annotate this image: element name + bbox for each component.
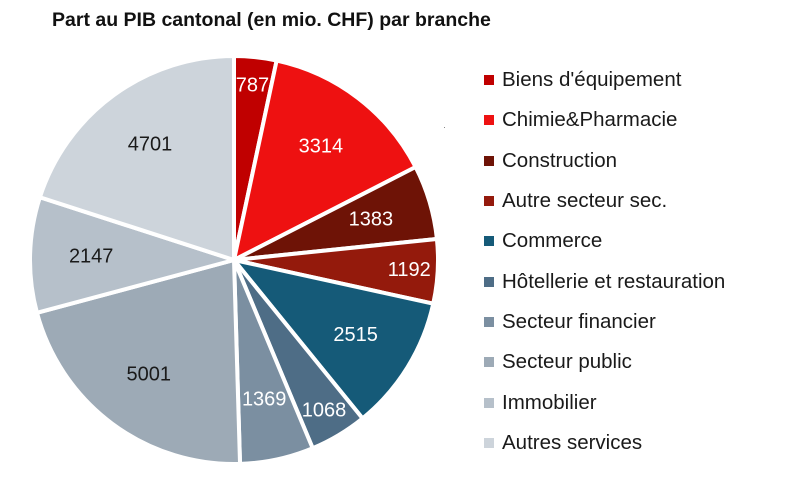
- legend: Biens d'équipement Chimie&Pharmacie Constr…: [484, 60, 725, 463]
- legend-swatch: [484, 155, 494, 166]
- legend-label: Autres services: [502, 430, 643, 454]
- legend-swatch: [484, 75, 494, 86]
- legend-item-commerce: Commerce: [484, 221, 725, 261]
- legend-item-hotellerie-et-restauration: Hôtellerie et restauration: [484, 261, 725, 301]
- data-label-chimie-pharmacie: 3314: [299, 136, 344, 158]
- legend-swatch: [484, 115, 494, 126]
- legend-label: Chimie&Pharmacie: [502, 108, 678, 132]
- data-label-commerce: 2515: [333, 324, 378, 346]
- legend-item-secteur-public: Secteur public: [484, 342, 725, 382]
- pie-data-labels: 787 3314 1383 1192 2515 1068 1369 5001 2147 4701: [69, 75, 431, 422]
- legend-label: Secteur financier: [502, 309, 656, 333]
- data-label-autre-secteur-sec: 1192: [388, 259, 431, 281]
- legend-swatch: [484, 196, 494, 207]
- data-label-biens-d-equipement: 787: [236, 75, 269, 97]
- data-label-autres-services: 4701: [128, 134, 173, 156]
- pie-slices: [28, 53, 440, 466]
- legend-label: Hôtellerie et restauration: [502, 269, 726, 293]
- legend-swatch: [484, 276, 494, 287]
- pie-slice-secteur-public: [34, 257, 243, 466]
- legend-item-biens-d-equipement: Biens d'équipement: [484, 60, 725, 100]
- data-label-secteur-public: 5001: [127, 364, 172, 386]
- legend-label: Autre secteur sec.: [502, 189, 668, 213]
- legend-label: Secteur public: [502, 350, 632, 374]
- chart-title: Part au PIB cantonal (en mio. CHF) par b…: [52, 9, 491, 31]
- legend-label: Biens d'équipement: [502, 68, 682, 92]
- legend-swatch: [484, 437, 494, 448]
- legend-label: Commerce: [502, 229, 603, 253]
- pie-slice-commerce: [228, 256, 436, 422]
- legend-label: Construction: [502, 148, 618, 172]
- legend-swatch: [484, 316, 494, 327]
- legend-item-autres-services: Autres services: [484, 423, 725, 463]
- pie-slice-immobilier: [28, 194, 242, 316]
- data-label-hotellerie-et-restauration: 1068: [302, 400, 347, 422]
- legend-label: Immobilier: [502, 390, 597, 414]
- data-label-construction: 1383: [349, 208, 394, 230]
- legend-swatch: [484, 397, 494, 408]
- data-label-secteur-financier: 1369: [242, 389, 287, 411]
- legend-item-immobilier: Immobilier: [484, 382, 725, 422]
- pie-slice-chimie-pharmacie: [231, 58, 419, 264]
- pie-slice-autres-services: [37, 53, 236, 263]
- legend-swatch: [484, 236, 494, 247]
- legend-item-secteur-financier: Secteur financier: [484, 302, 725, 342]
- legend-item-construction: Construction: [484, 141, 725, 181]
- legend-swatch: [484, 357, 494, 368]
- legend-item-chimie-pharmacie: Chimie&Pharmacie: [484, 100, 725, 140]
- stray-dot: [444, 127, 445, 128]
- data-label-immobilier: 2147: [69, 245, 114, 267]
- legend-item-autre-secteur-sec: Autre secteur sec.: [484, 181, 725, 221]
